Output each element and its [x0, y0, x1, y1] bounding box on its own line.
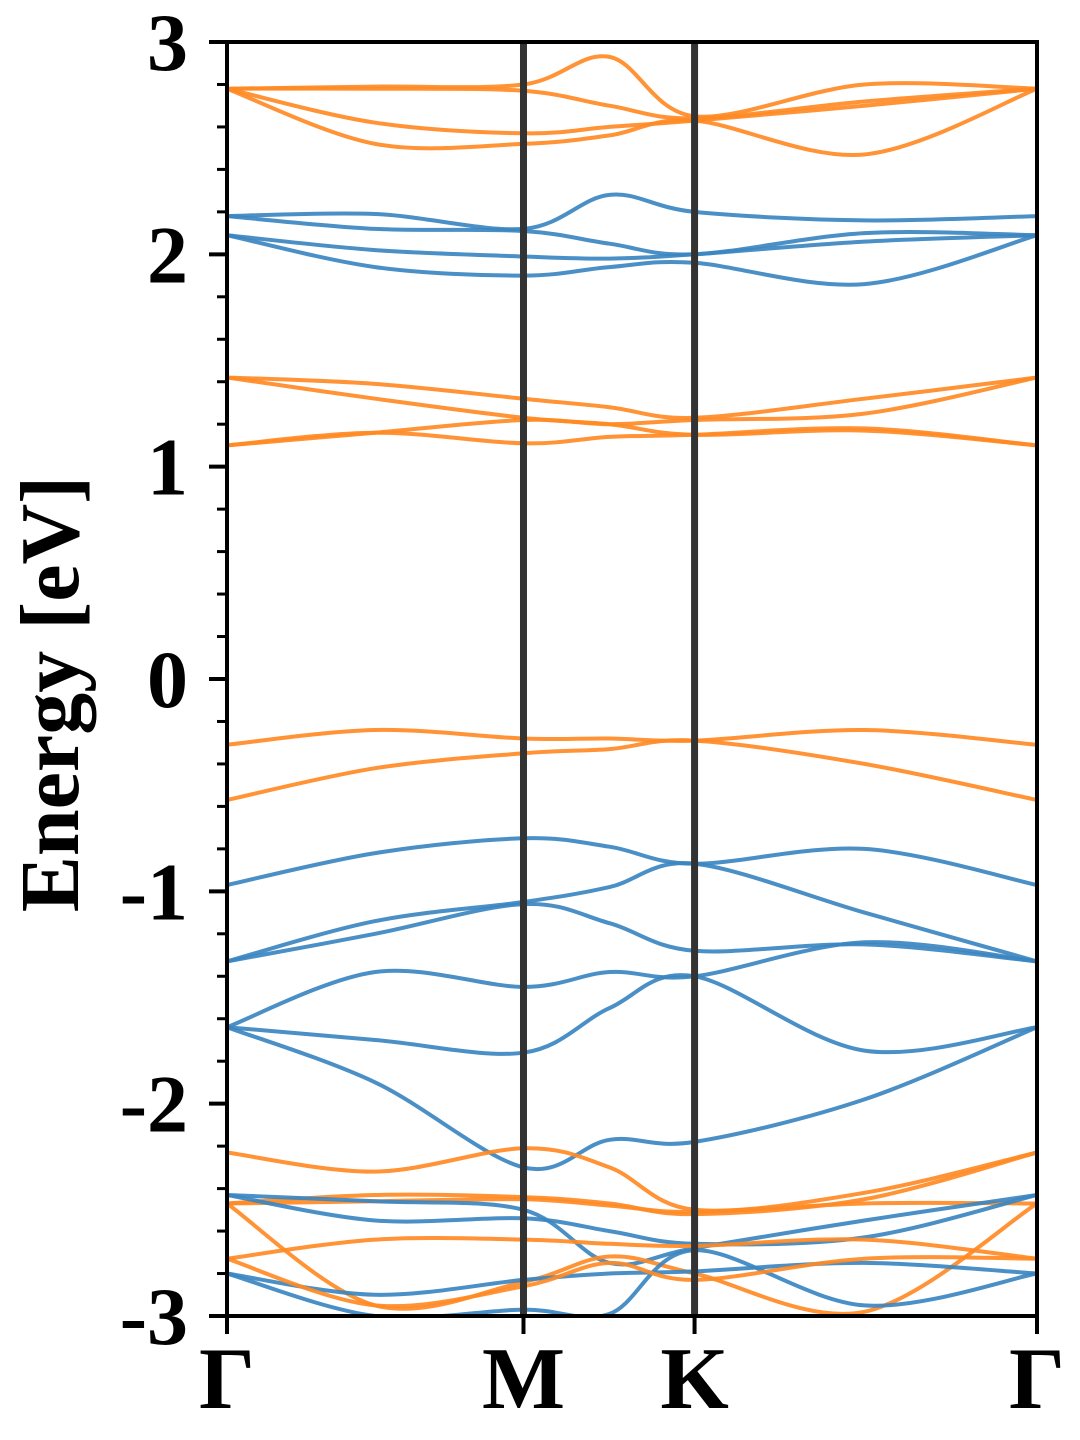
band-blue-28 [227, 1260, 1037, 1297]
x-tick-label-Γ: Γ [1009, 1331, 1065, 1428]
x-tick-label-Γ: Γ [199, 1331, 255, 1428]
band-blue-24 [227, 1193, 1037, 1247]
band-orange-22 [227, 1150, 1037, 1217]
band-orange-2 [227, 86, 1037, 121]
band-blue-18 [227, 940, 1037, 1030]
band-orange-26 [227, 1236, 1037, 1261]
x-tick-label-M: M [482, 1331, 565, 1428]
y-axis-label: Energy [eV] [4, 476, 97, 912]
high-symmetry-lines [519, 42, 699, 1316]
y-tick-label: 3 [147, 0, 188, 88]
band-orange-14 [227, 738, 1037, 802]
band-orange-30 [227, 1255, 1037, 1309]
y-axis-ticks: 3 2 1 0 -1 -2 -3 [120, 0, 227, 1362]
band-blue-8 [227, 233, 1037, 287]
y-tick-label: 0 [147, 634, 188, 725]
band-blue-17 [227, 901, 1037, 964]
band-orange-21 [227, 1146, 1037, 1213]
y-tick-label: -2 [120, 1059, 188, 1150]
y-tick-label: 1 [147, 422, 188, 513]
band-orange-1 [227, 54, 1037, 119]
band-blue-29 [227, 1248, 1037, 1316]
band-orange-9 [227, 375, 1037, 420]
band-orange-13 [227, 727, 1037, 747]
y-tick-label: 2 [147, 209, 188, 300]
band-orange-4 [227, 86, 1037, 158]
band-blue-20 [227, 1025, 1037, 1171]
band-blue-6 [227, 214, 1037, 257]
band-blue-16 [227, 861, 1037, 964]
bands-layer [227, 54, 1037, 1316]
x-tick-label-K: K [660, 1331, 728, 1428]
band-orange-12 [227, 426, 1037, 448]
band-blue-15 [227, 836, 1037, 887]
y-tick-label: -3 [120, 1271, 188, 1362]
band-blue-5 [227, 192, 1037, 232]
band-blue-19 [227, 973, 1037, 1056]
band-orange-3 [227, 86, 1037, 136]
y-tick-label: -1 [120, 846, 188, 937]
band-blue-7 [227, 233, 1037, 261]
